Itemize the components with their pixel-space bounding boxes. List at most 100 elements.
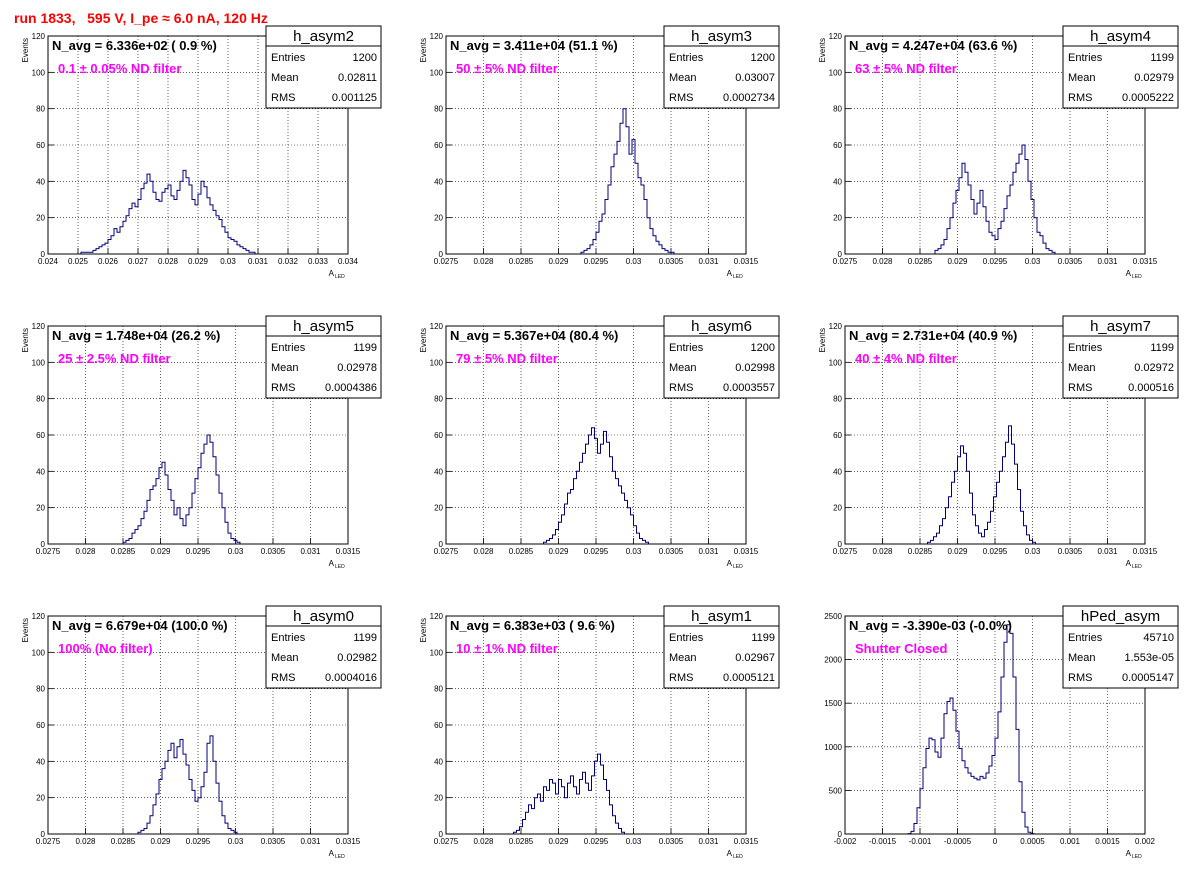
navg-label: N_avg = 6.336e+02 ( 0.9 %): [52, 38, 217, 53]
y-tick-label: 40: [434, 177, 443, 186]
page-title: run 1833, 595 V, I_pe ≈ 6.0 nA, 120 Hz: [14, 10, 268, 26]
stats-value: 0.02811: [338, 72, 377, 84]
x-tick-label: 0.03: [228, 547, 244, 556]
stats-value: 1199: [353, 342, 377, 354]
y-tick-label: 40: [36, 177, 45, 186]
x-tick-label: 0.03: [1025, 257, 1041, 266]
x-tick-label: 0.0315: [734, 547, 759, 556]
stats-title: h_asym3: [691, 28, 752, 45]
stats-box: h_asym3 Entries 1200 Mean 0.03007 RMS 0.000273…: [663, 25, 780, 109]
y-axis-label: Events: [818, 38, 827, 62]
y-tick-label: 0: [439, 250, 444, 259]
x-tick-label: 0.033: [308, 257, 329, 266]
stats-title: hPed_asym: [1081, 608, 1160, 625]
x-tick-label: -0.0005: [944, 837, 972, 846]
y-tick-label: 0: [838, 830, 843, 839]
x-axis-label: A: [727, 269, 733, 278]
histogram-h_asym2: 0.024 0.025 0.026 0.027 0.028 0.029 0.03 0.031 0…: [21, 25, 382, 280]
y-tick-label: 120: [32, 32, 46, 41]
stats-key: Entries: [1068, 632, 1103, 644]
stats-key: Mean: [669, 652, 697, 664]
x-tick-label: 0.029: [548, 547, 569, 556]
stats-key: Entries: [669, 52, 704, 64]
navg-label: N_avg = -3.390e-03 (-0.0%): [849, 618, 1012, 633]
y-tick-label: 2000: [824, 656, 842, 665]
x-tick-label: 0.001: [1060, 837, 1081, 846]
x-axis-label: A: [1126, 269, 1132, 278]
y-tick-label: 1500: [824, 699, 842, 708]
y-axis-label: Events: [419, 328, 428, 352]
stats-box: h_asym5 Entries 1199 Mean 0.02978 RMS 0.000438…: [265, 315, 382, 399]
stats-value: 0.02998: [735, 362, 775, 374]
x-tick-label: 0.034: [338, 257, 359, 266]
x-axis-label: A: [329, 269, 335, 278]
histogram-line: [580, 108, 675, 254]
x-tick-label: 0.029: [150, 837, 171, 846]
y-tick-label: 0: [838, 540, 843, 549]
stats-value: 0.0002734: [723, 92, 775, 104]
stats-key: RMS: [669, 382, 693, 394]
plot-frame: [47, 35, 349, 255]
histogram-line: [934, 144, 1061, 255]
x-tick-label: 0.029: [548, 837, 569, 846]
stats-key: Mean: [271, 362, 299, 374]
x-tick-label: 0.029: [188, 257, 209, 266]
y-tick-label: 40: [833, 177, 842, 186]
filter-label: 63 ± 5% ND filter: [855, 61, 957, 76]
x-tick-label: 0.0305: [261, 837, 286, 846]
histogram-h_asym0: 0.0275 0.028 0.0285 0.029 0.0295 0.03 0.0305 0.…: [21, 605, 382, 860]
x-tick-label: 0.03: [626, 257, 642, 266]
x-tick-label: 0.002: [1135, 837, 1156, 846]
filter-label: 79 ± 5% ND filter: [456, 351, 558, 366]
y-tick-label: 0: [439, 830, 444, 839]
stats-key: RMS: [1068, 382, 1092, 394]
stats-key: RMS: [669, 92, 693, 104]
x-tick-label: 0.0315: [336, 837, 361, 846]
y-tick-label: 40: [36, 757, 45, 766]
y-tick-label: 60: [833, 141, 842, 150]
x-tick-label: 0.028: [872, 257, 893, 266]
x-tick-label: 0.031: [698, 257, 719, 266]
x-axis-label: A: [329, 559, 335, 568]
stats-value: 1199: [353, 632, 377, 644]
histogram-h_asym1: 0.0275 0.028 0.0285 0.029 0.0295 0.03 0.0305 0.…: [419, 605, 780, 860]
x-tick-label: 0.031: [698, 547, 719, 556]
stats-box: hPed_asym Entries 45710 Mean 1.553e-05 RMS 0.0…: [1062, 605, 1179, 689]
x-tick-label: 0.028: [75, 837, 96, 846]
stats-box: h_asym1 Entries 1199 Mean 0.02967 RMS 0.000512…: [663, 605, 780, 689]
y-tick-label: 100: [32, 68, 46, 77]
y-tick-label: 100: [32, 358, 46, 367]
y-tick-label: 80: [36, 105, 45, 114]
x-tick-label: 0.03: [1025, 547, 1041, 556]
y-tick-label: 20: [434, 794, 443, 803]
x-tick-label: 0.0285: [111, 547, 136, 556]
x-tick-label: 0.03: [228, 837, 244, 846]
y-tick-label: 100: [430, 358, 444, 367]
stats-key: RMS: [271, 382, 295, 394]
x-tick-label: 0.03: [626, 837, 642, 846]
y-tick-label: 40: [833, 467, 842, 476]
x-tick-label: 0.032: [278, 257, 299, 266]
stats-value: 0.0005147: [1122, 672, 1174, 684]
x-tick-label: 0.0275: [434, 547, 459, 556]
x-tick-label: 0.0275: [434, 837, 459, 846]
x-axis-label-sub: LED: [335, 274, 345, 280]
x-tick-label: 0.027: [128, 257, 149, 266]
stats-key: Entries: [271, 342, 306, 354]
stats-box: h_asym0 Entries 1199 Mean 0.02982 RMS 0.000401…: [265, 605, 382, 689]
histogram-h_asym4: 0.0275 0.028 0.0285 0.029 0.0295 0.03 0.0305 0.…: [818, 25, 1179, 280]
y-tick-label: 120: [829, 322, 843, 331]
stats-key: Mean: [669, 362, 697, 374]
y-axis-label: Events: [419, 38, 428, 62]
x-tick-label: 0.0305: [1058, 547, 1083, 556]
stats-value: 1200: [751, 342, 775, 354]
stats-key: Entries: [271, 632, 306, 644]
x-tick-label: 0.028: [473, 837, 494, 846]
x-tick-label: 0.031: [248, 257, 269, 266]
y-tick-label: 20: [833, 504, 842, 513]
y-tick-label: 2500: [824, 612, 842, 621]
y-axis-label: Events: [21, 38, 30, 62]
x-tick-label: -0.0015: [869, 837, 897, 846]
x-tick-label: 0.028: [473, 257, 494, 266]
